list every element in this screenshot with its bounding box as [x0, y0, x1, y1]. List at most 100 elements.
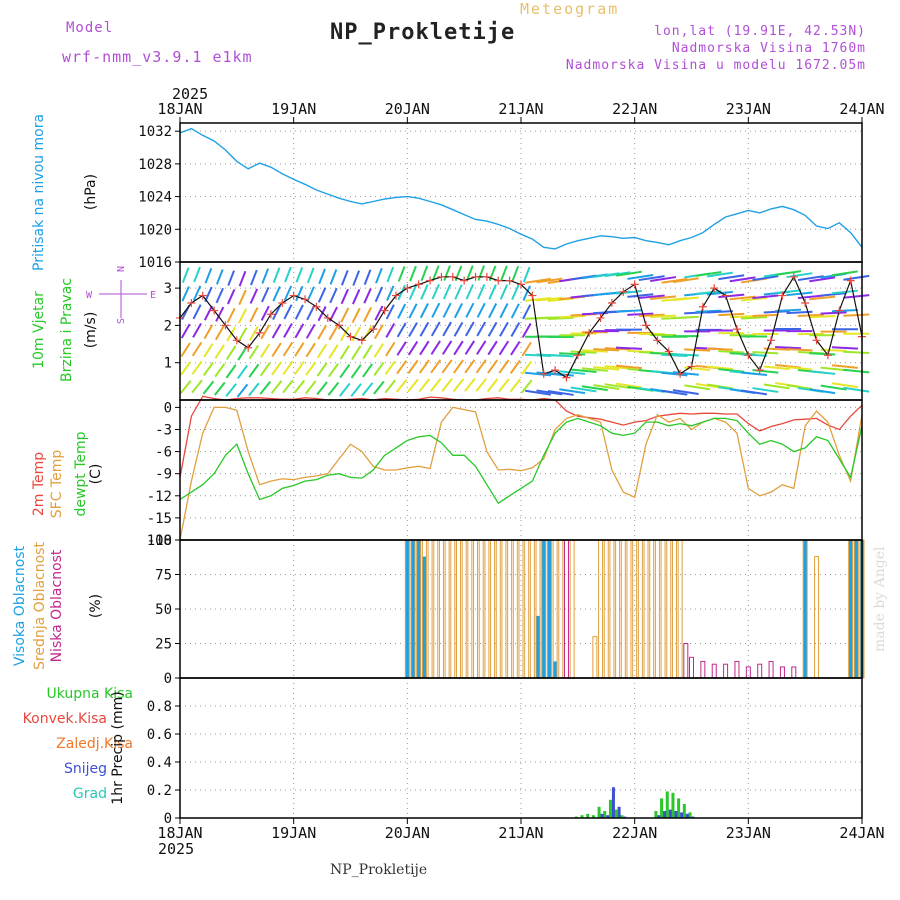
- legend-convective-rain: Konvek.Kisa: [22, 711, 107, 727]
- x-label-bottom: 19JAN: [271, 824, 316, 842]
- wind-arrow: [604, 383, 631, 390]
- wind-gust-mark: [301, 295, 310, 304]
- wind-arrow: [306, 305, 316, 321]
- wind-gust-mark: [653, 336, 662, 345]
- wind-arrow: [431, 302, 441, 318]
- wind-arrow: [317, 306, 327, 322]
- wind-arrow: [752, 275, 779, 282]
- wind-arrow: [476, 321, 487, 337]
- wind-arrow: [418, 359, 430, 374]
- wind-gust-mark: [448, 272, 457, 281]
- wind-arrow: [638, 294, 665, 300]
- wind-gust-mark: [744, 351, 753, 360]
- wind-arrow: [431, 283, 440, 300]
- wind-arrow: [339, 363, 351, 379]
- wind-gust-mark: [244, 343, 253, 352]
- wind-gust-mark: [494, 276, 503, 285]
- wind-arrow: [327, 381, 340, 396]
- wind-arrow: [419, 340, 430, 356]
- compass-s: S: [116, 318, 127, 324]
- wind-arrow: [259, 362, 271, 377]
- wind-arrow: [397, 284, 406, 301]
- wind-arrow: [559, 352, 586, 356]
- wind-arrow: [831, 346, 858, 350]
- wind-arrow: [305, 361, 317, 376]
- wind-arrow: [352, 289, 361, 305]
- wind-arrow: [763, 365, 790, 371]
- wind-arrow: [604, 271, 631, 278]
- wind-arrow: [397, 266, 406, 282]
- wind-arrow: [752, 351, 779, 355]
- wind-arrow: [180, 342, 191, 357]
- wind-arrow: [214, 381, 226, 396]
- wind-arrow: [615, 346, 643, 350]
- wind-arrow: [718, 293, 745, 299]
- wind-arrow: [374, 324, 384, 340]
- precip-bar-total: [688, 812, 692, 818]
- cloud-bar-mid: [490, 539, 496, 679]
- wind-arrow: [361, 382, 374, 396]
- wind-arrow: [604, 347, 631, 351]
- wind-gust-mark: [573, 351, 582, 360]
- legend-snow: Snijeg: [63, 761, 107, 777]
- wind-arrow: [226, 326, 236, 342]
- wind-arrow: [202, 361, 214, 377]
- wind-gust-mark: [551, 366, 560, 375]
- cloud-bar-low: [711, 663, 717, 679]
- wind-arrow: [797, 275, 824, 282]
- wind-arrow: [283, 304, 293, 320]
- wind-arrow: [259, 381, 272, 395]
- wind-arrow: [225, 345, 237, 360]
- wind-arrow: [464, 359, 476, 374]
- x-label-top: 20JAN: [385, 100, 430, 118]
- wind-arrow: [261, 268, 270, 284]
- wind-gust-mark: [710, 284, 719, 293]
- wind-arrow: [465, 283, 475, 300]
- wind-arrow: [672, 277, 699, 284]
- wind-arrow: [650, 276, 677, 282]
- cloud-bar-mid: [455, 539, 461, 679]
- year-label-top: 2025: [172, 85, 208, 103]
- wind-arrow: [661, 277, 688, 284]
- wind-arrow: [511, 265, 520, 282]
- wind-arrow: [328, 325, 339, 341]
- temp-line-dew: [179, 417, 863, 505]
- wind-arrow: [339, 345, 350, 360]
- y-tick-label: 100: [147, 533, 172, 549]
- wind-arrow: [536, 277, 563, 284]
- precip-bar-total: [660, 798, 664, 818]
- wind-arrow: [475, 378, 487, 392]
- wind-arrow: [250, 269, 258, 286]
- wind-arrow: [351, 307, 361, 323]
- wind-arrow: [305, 342, 316, 358]
- wind-gust-mark: [437, 272, 446, 281]
- cloud-bar-low: [768, 660, 774, 679]
- cloud-bar-low: [779, 666, 785, 679]
- wind-arrow: [430, 340, 441, 355]
- wind-arrow: [672, 315, 699, 320]
- wind-arrow: [249, 326, 259, 341]
- wind-arrow: [295, 267, 304, 283]
- wind-arrow: [464, 340, 476, 355]
- wind-arrow: [650, 314, 677, 318]
- cloud-bar-high: [553, 661, 558, 678]
- wind-arrow: [786, 291, 813, 297]
- wind-arrow: [695, 382, 722, 389]
- wind-arrow: [729, 276, 756, 283]
- y-tick-label: 1020: [138, 222, 172, 238]
- wind-arrow: [271, 361, 283, 376]
- wind-arrow: [203, 343, 214, 358]
- wind-arrow: [442, 283, 452, 300]
- wind-arrow: [465, 321, 475, 337]
- wind-arrow: [225, 383, 237, 397]
- wind-arrow: [627, 273, 654, 280]
- wind-gust-mark: [562, 373, 571, 382]
- cloud-bar-high: [422, 556, 427, 678]
- wind-gust-mark: [539, 369, 548, 378]
- wind-gust-mark: [210, 306, 219, 315]
- model-label: Model: [66, 20, 114, 36]
- wind-arrow: [328, 344, 339, 359]
- wind-gust-mark: [346, 332, 355, 341]
- wind-arrow: [227, 270, 235, 286]
- wind-arrow: [672, 353, 699, 357]
